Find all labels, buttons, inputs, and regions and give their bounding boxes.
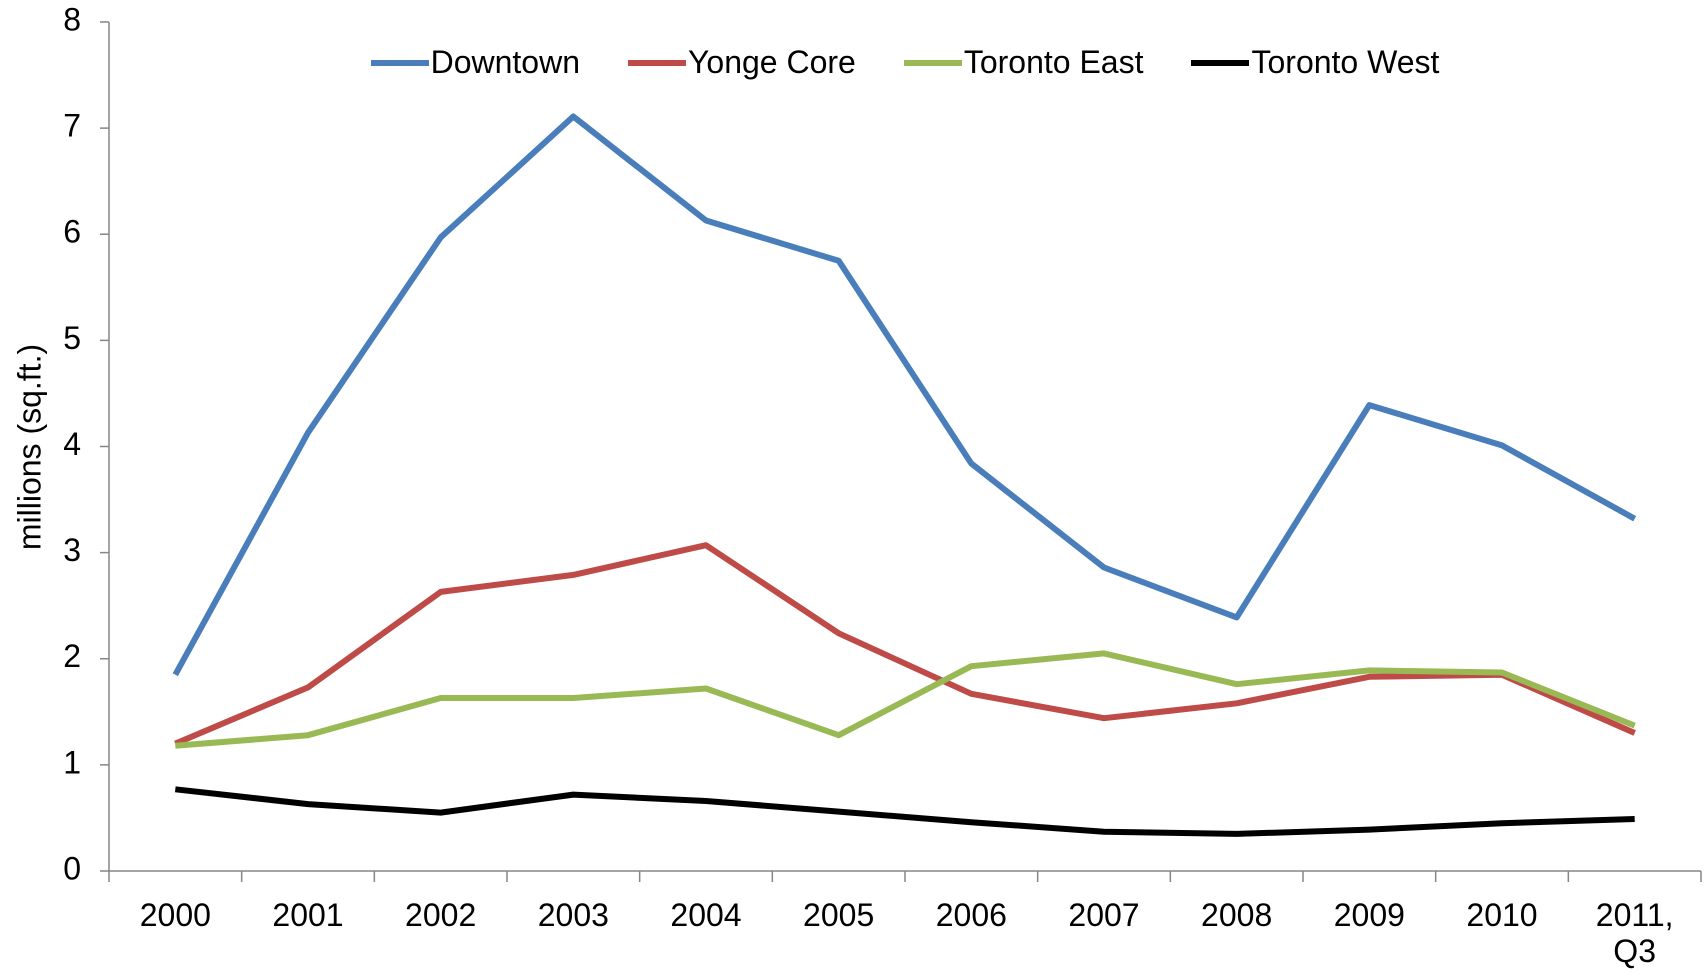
legend-label: Downtown [430, 44, 580, 80]
y-tick-label: 2 [63, 638, 81, 674]
x-tick-label: 2003 [537, 897, 609, 933]
legend-swatch [1191, 59, 1250, 66]
legend-label: Yonge Core [687, 44, 856, 80]
y-tick-label: 4 [63, 426, 81, 462]
series-line [175, 650, 1636, 749]
series-line [172, 113, 1637, 677]
series-line [174, 542, 1636, 747]
y-axis-title: millions (sq.ft.) [11, 344, 47, 550]
y-tick-label: 0 [63, 850, 81, 886]
legend: Downtown Yonge Core Toronto East Toronto We… [109, 44, 1701, 81]
legend-swatch [903, 59, 962, 66]
y-tick-label: 3 [63, 532, 81, 568]
legend-item: Toronto East [903, 44, 1144, 81]
legend-label: Toronto East [963, 44, 1144, 80]
x-tick-label: 2010 [1466, 897, 1538, 933]
x-tick-label: 2000 [139, 897, 211, 933]
x-tick-label: 2001 [272, 897, 344, 933]
y-tick-label: 1 [63, 744, 81, 780]
x-tick-label: 2006 [935, 897, 1007, 933]
legend-swatch [627, 59, 686, 66]
x-tick-label: 2008 [1201, 897, 1273, 933]
y-tick-label: 8 [63, 1, 81, 37]
legend-swatch [370, 59, 429, 66]
series-line [174, 786, 1635, 837]
y-tick-label: 7 [63, 108, 81, 144]
x-tick-label: 2002 [405, 897, 477, 933]
y-tick-label: 5 [63, 320, 81, 356]
y-tick-label: 6 [63, 214, 81, 250]
x-tick-label: 2011, Q3 [1595, 897, 1674, 969]
x-tick-label: 2009 [1333, 897, 1405, 933]
legend-item: Downtown [370, 44, 580, 81]
x-tick-label: 2005 [803, 897, 875, 933]
legend-item: Yonge Core [627, 44, 856, 81]
x-tick-label: 2004 [670, 897, 742, 933]
legend-label: Toronto West [1251, 44, 1440, 80]
legend-item: Toronto West [1191, 44, 1439, 81]
x-tick-label: 2007 [1068, 897, 1140, 933]
